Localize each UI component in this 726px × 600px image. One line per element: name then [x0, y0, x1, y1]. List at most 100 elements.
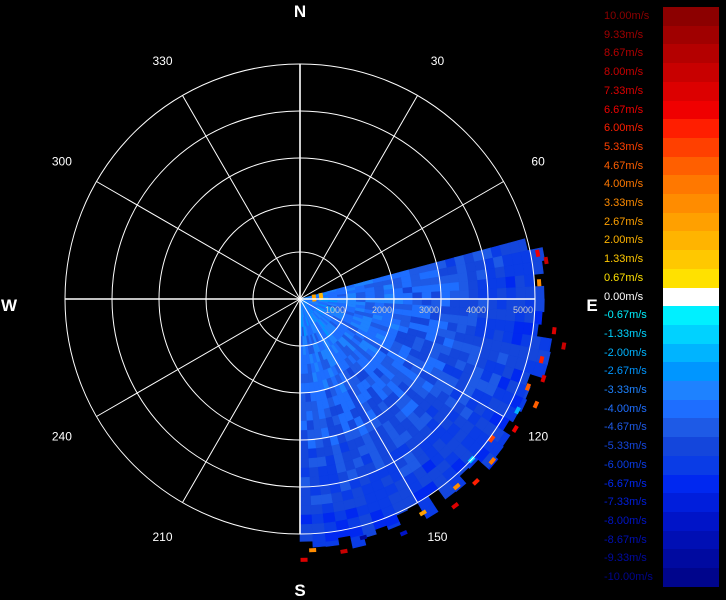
range-label: 1000	[325, 305, 345, 315]
colorbar-label: 6.00m/s	[604, 122, 644, 135]
velocity-cell	[325, 540, 340, 547]
colorbar-swatch	[663, 137, 719, 158]
colorbar-label: -3.33m/s	[604, 384, 647, 396]
colorbar-swatch	[663, 324, 719, 345]
colorbar-swatch	[663, 194, 719, 214]
velocity-cell	[440, 298, 451, 308]
velocity-cell	[299, 439, 309, 450]
velocity-cell	[439, 306, 451, 316]
velocity-cell	[515, 286, 526, 300]
velocity-cell	[299, 505, 312, 516]
speckle-point	[399, 529, 408, 537]
velocity-cell	[534, 285, 545, 300]
velocity-cell	[299, 467, 310, 478]
velocity-cell	[496, 298, 508, 311]
velocity-cell	[457, 272, 469, 283]
velocity-cell	[299, 458, 310, 469]
velocity-cell	[393, 293, 404, 300]
speckle-point	[551, 326, 557, 335]
speckle-point	[359, 534, 368, 541]
velocity-cell	[421, 291, 432, 300]
colorbar-swatch	[663, 100, 719, 120]
velocity-cell	[514, 275, 526, 288]
velocity-cell	[316, 456, 327, 468]
speckle-point	[488, 457, 497, 465]
velocity-cell	[429, 276, 441, 286]
velocity-cell	[524, 274, 536, 288]
range-label: 4000	[466, 305, 486, 315]
velocity-cell	[318, 475, 330, 487]
colorbar-label: 4.00m/s	[604, 178, 644, 191]
speckle-point	[514, 406, 521, 415]
colorbar-swatch	[663, 287, 719, 307]
bearing-label: 210	[153, 530, 173, 544]
velocity-cell	[299, 495, 312, 507]
colorbar-swatch	[663, 231, 719, 251]
speckle-point	[472, 478, 480, 486]
velocity-cell	[449, 306, 460, 317]
velocity-cell	[308, 466, 319, 478]
colorbar-swatch	[663, 156, 719, 176]
colorbar-label: -6.67m/s	[604, 477, 647, 490]
colorbar-label: -4.00m/s	[604, 402, 647, 415]
velocity-cell	[311, 513, 324, 525]
speckle-point	[452, 482, 461, 491]
speckle-point	[540, 374, 547, 383]
speckle-point	[543, 256, 549, 265]
velocity-cell	[310, 494, 322, 506]
colorbar-swatch	[663, 399, 719, 419]
bearing-label: 60	[531, 155, 545, 169]
velocity-cell	[449, 298, 461, 308]
bearing-spoke	[96, 181, 301, 300]
colorbar-swatch	[663, 119, 719, 139]
velocity-cell	[496, 287, 508, 300]
velocity-cell	[304, 392, 312, 403]
velocity-cell	[440, 290, 451, 300]
colorbar-label: -1.33m/s	[604, 327, 647, 340]
colorbar-label: -0.67m/s	[604, 309, 647, 322]
colorbar-label: 6.67m/s	[604, 103, 644, 116]
velocity-sector	[299, 238, 553, 549]
velocity-cell	[421, 284, 432, 293]
velocity-cell	[299, 514, 313, 525]
velocity-cell	[393, 287, 404, 295]
velocity-cell	[402, 286, 413, 294]
colorbar-swatch	[663, 63, 719, 83]
velocity-cell	[495, 309, 507, 321]
velocity-cell	[306, 429, 316, 441]
speckle-point	[536, 279, 542, 287]
velocity-cell	[313, 428, 323, 440]
velocity-cell	[310, 504, 323, 516]
velocity-cell	[305, 410, 314, 422]
velocity-cell	[541, 260, 544, 274]
bearing-label: 240	[52, 429, 72, 443]
colorbar-label: 5.33m/s	[604, 140, 644, 153]
speckle-point	[524, 383, 532, 392]
velocity-cell	[402, 298, 414, 306]
velocity-colorbar: 10.00m/s 9.33m/s 8.67m/s 8.00m/s 7.33m/s 6.67…	[604, 7, 722, 593]
velocity-cell	[438, 275, 450, 285]
velocity-cell	[299, 401, 307, 413]
colorbar-swatch	[663, 493, 719, 513]
velocity-cell	[534, 298, 545, 313]
velocity-cell	[309, 485, 321, 497]
colorbar-swatch	[663, 7, 719, 27]
velocity-cell	[352, 543, 367, 549]
velocity-cell	[311, 523, 325, 535]
speckle-point	[311, 294, 317, 302]
velocity-cell	[486, 308, 498, 320]
velocity-cell	[431, 291, 442, 300]
colorbar-label: 8.00m/s	[604, 66, 644, 79]
speckle-point	[451, 502, 460, 510]
velocity-cell	[513, 321, 525, 335]
velocity-cell	[299, 392, 306, 403]
velocity-cell	[308, 457, 319, 469]
velocity-cell	[299, 420, 308, 431]
bearing-spoke	[96, 298, 301, 417]
velocity-cell	[488, 458, 499, 470]
velocity-cell	[303, 373, 310, 384]
velocity-cell	[487, 288, 498, 300]
velocity-cell	[311, 532, 326, 544]
velocity-cell	[506, 287, 517, 300]
velocity-cell	[299, 430, 308, 441]
